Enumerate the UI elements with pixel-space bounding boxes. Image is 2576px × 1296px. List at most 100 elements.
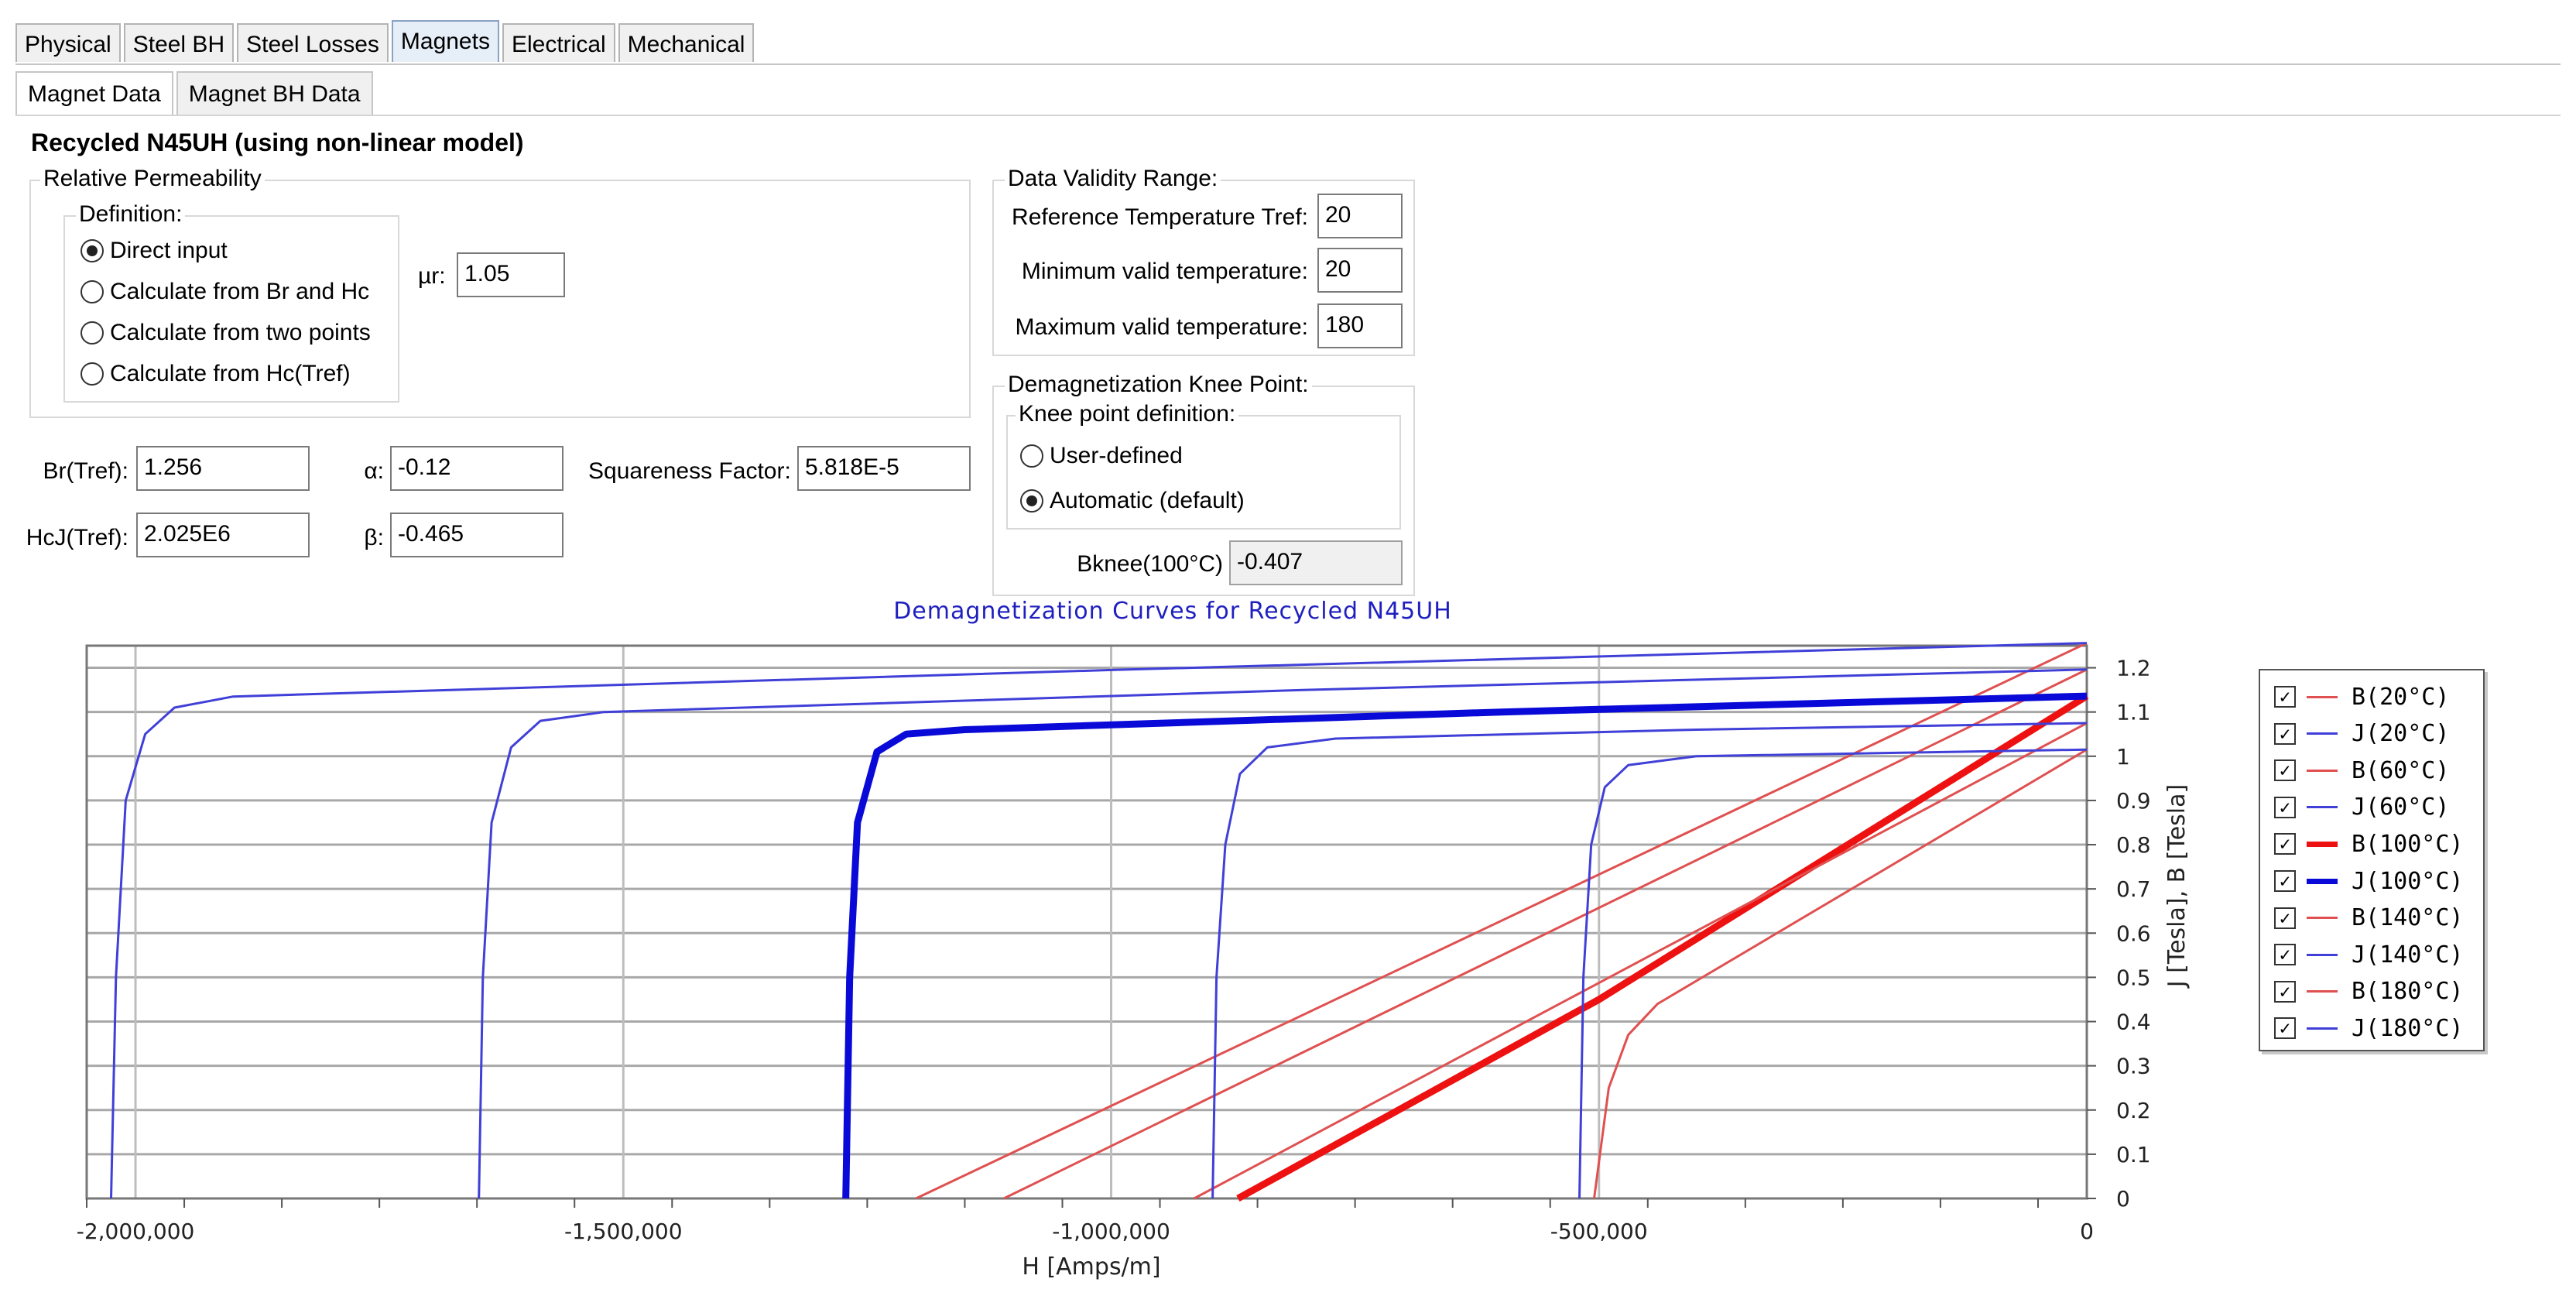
radio-calc-two-points[interactable]: Calculate from two points	[80, 320, 371, 346]
subtabbar-divider	[15, 115, 2561, 116]
series-line-j20c	[110, 642, 2088, 1199]
legend-swatch	[2307, 953, 2338, 956]
min-temp-input[interactable]: 20	[1317, 248, 1403, 293]
radio-label: Direct input	[110, 238, 228, 263]
radio-user-defined[interactable]: User-defined	[1020, 443, 1183, 469]
series-line-b100c	[1236, 693, 2089, 1202]
tabbar-divider	[15, 63, 2561, 65]
legend-item-b60c[interactable]: ✓ B(60°C)	[2274, 755, 2449, 786]
tab-magnets[interactable]: Magnets	[391, 20, 499, 62]
radio-unselected-icon	[80, 280, 104, 303]
relative-permeability-group	[29, 180, 971, 418]
tref-input[interactable]: 20	[1317, 194, 1403, 238]
x-tick-label: -2,000,000	[77, 1219, 195, 1244]
radio-unselected-icon	[80, 362, 104, 386]
legend-label: B(140°C)	[2352, 904, 2464, 932]
series-line-j180c	[1578, 748, 2088, 1199]
checkbox-checked-icon[interactable]: ✓	[2274, 759, 2296, 782]
checkbox-checked-icon[interactable]: ✓	[2274, 722, 2296, 745]
legend-item-j140c[interactable]: ✓ J(140°C)	[2274, 939, 2464, 970]
legend-item-j180c[interactable]: ✓ J(180°C)	[2274, 1013, 2464, 1044]
radio-label: Automatic (default)	[1050, 488, 1245, 513]
legend-item-b140c[interactable]: ✓ B(140°C)	[2274, 903, 2464, 934]
legend-label: J(20°C)	[2352, 720, 2450, 748]
radio-unselected-icon	[80, 321, 104, 345]
checkbox-checked-icon[interactable]: ✓	[2274, 944, 2296, 966]
radio-calc-hc-tref[interactable]: Calculate from Hc(Tref)	[80, 361, 351, 387]
series-line-b60c	[1003, 668, 2088, 1200]
y-tick-label: 1.2	[2116, 656, 2151, 681]
legend-item-b100c[interactable]: ✓ B(100°C)	[2274, 828, 2464, 859]
legend-item-b180c[interactable]: ✓ B(180°C)	[2274, 976, 2464, 1007]
legend-swatch	[2307, 806, 2338, 809]
legend-label: B(20°C)	[2352, 683, 2450, 711]
tab-magnet-bh-data[interactable]: Magnet BH Data	[176, 71, 373, 115]
series-line-b20c	[915, 642, 2088, 1200]
alpha-label: α:	[364, 458, 384, 484]
legend-swatch	[2307, 1027, 2338, 1030]
radio-calc-br-hc[interactable]: Calculate from Br and Hc	[80, 279, 369, 305]
y-tick-label: 0.2	[2116, 1098, 2151, 1123]
data-validity-label: Data Validity Range:	[1005, 166, 1221, 192]
checkbox-checked-icon[interactable]: ✓	[2274, 870, 2296, 892]
legend-swatch	[2307, 841, 2338, 847]
radio-selected-icon	[1020, 489, 1043, 513]
radio-direct-input[interactable]: Direct input	[80, 238, 228, 264]
legend-item-j20c[interactable]: ✓ J(20°C)	[2274, 718, 2449, 749]
checkbox-checked-icon[interactable]: ✓	[2274, 686, 2296, 708]
y-tick-label: 0.8	[2116, 832, 2151, 858]
legend-item-j60c[interactable]: ✓ J(60°C)	[2274, 792, 2449, 823]
bknee-label: Bknee(100°C)	[1077, 551, 1223, 577]
checkbox-checked-icon[interactable]: ✓	[2274, 833, 2296, 855]
legend-item-b20c[interactable]: ✓ B(20°C)	[2274, 681, 2449, 712]
chart-series	[110, 642, 2089, 1202]
hcj-input[interactable]: 2.025E6	[136, 513, 310, 557]
y-axis-label: J [Tesla], B [Tesla]	[2163, 784, 2191, 989]
tab-steel-bh[interactable]: Steel BH	[123, 23, 235, 62]
legend-swatch	[2307, 878, 2338, 884]
max-temp-label: Maximum valid temperature:	[1015, 314, 1308, 340]
x-tick-label: -1,000,000	[1052, 1219, 1170, 1244]
legend-item-j100c[interactable]: ✓ J(100°C)	[2274, 866, 2464, 897]
checkbox-checked-icon[interactable]: ✓	[2274, 907, 2296, 929]
tab-physical[interactable]: Physical	[15, 23, 121, 62]
tab-magnet-data[interactable]: Magnet Data	[15, 71, 173, 115]
radio-label: Calculate from Br and Hc	[110, 279, 370, 304]
legend-swatch	[2307, 695, 2338, 698]
checkbox-checked-icon[interactable]: ✓	[2274, 1017, 2296, 1040]
y-tick-label: 1	[2116, 744, 2130, 770]
mu-input[interactable]: 1.05	[457, 252, 565, 297]
knee-point-label: Demagnetization Knee Point:	[1005, 372, 1312, 398]
y-tick-label: 0.9	[2116, 788, 2151, 814]
knee-definition-label: Knee point definition:	[1016, 401, 1239, 427]
legend-label: B(180°C)	[2352, 978, 2464, 1006]
radio-label: User-defined	[1050, 443, 1183, 468]
radio-automatic[interactable]: Automatic (default)	[1020, 488, 1245, 514]
legend-swatch	[2307, 917, 2338, 920]
y-tick-label: 0.1	[2116, 1142, 2151, 1167]
legend-label: B(100°C)	[2352, 830, 2464, 858]
definition-group	[63, 215, 399, 403]
series-line-j100c	[842, 692, 2088, 1199]
mu-label: µr:	[418, 263, 446, 289]
y-tick-label: 0.4	[2116, 1010, 2151, 1035]
squareness-input[interactable]: 5.818E-5	[797, 446, 971, 491]
series-line-j60c	[478, 668, 2088, 1199]
sub-tabbar: Magnet Data Magnet BH Data	[15, 71, 376, 115]
beta-input[interactable]: -0.465	[390, 513, 564, 557]
series-line-b140c	[1193, 722, 2088, 1200]
tab-steel-losses[interactable]: Steel Losses	[237, 23, 389, 62]
y-tick-label: 0.7	[2116, 876, 2151, 902]
tab-mechanical[interactable]: Mechanical	[618, 23, 755, 62]
legend-label: J(140°C)	[2352, 941, 2464, 969]
checkbox-checked-icon[interactable]: ✓	[2274, 980, 2296, 1003]
chart-legend: ✓ B(20°C) ✓ J(20°C) ✓ B(60°C) ✓ J(60°C) ✓ B(100°C…	[2259, 669, 2485, 1051]
br-input[interactable]: 1.256	[136, 446, 310, 491]
checkbox-checked-icon[interactable]: ✓	[2274, 796, 2296, 818]
tab-electrical[interactable]: Electrical	[502, 23, 615, 62]
legend-swatch	[2307, 990, 2338, 993]
alpha-input[interactable]: -0.12	[390, 446, 564, 491]
max-temp-input[interactable]: 180	[1317, 303, 1403, 348]
y-tick-label: 0.3	[2116, 1054, 2151, 1079]
beta-label: β:	[364, 525, 384, 550]
